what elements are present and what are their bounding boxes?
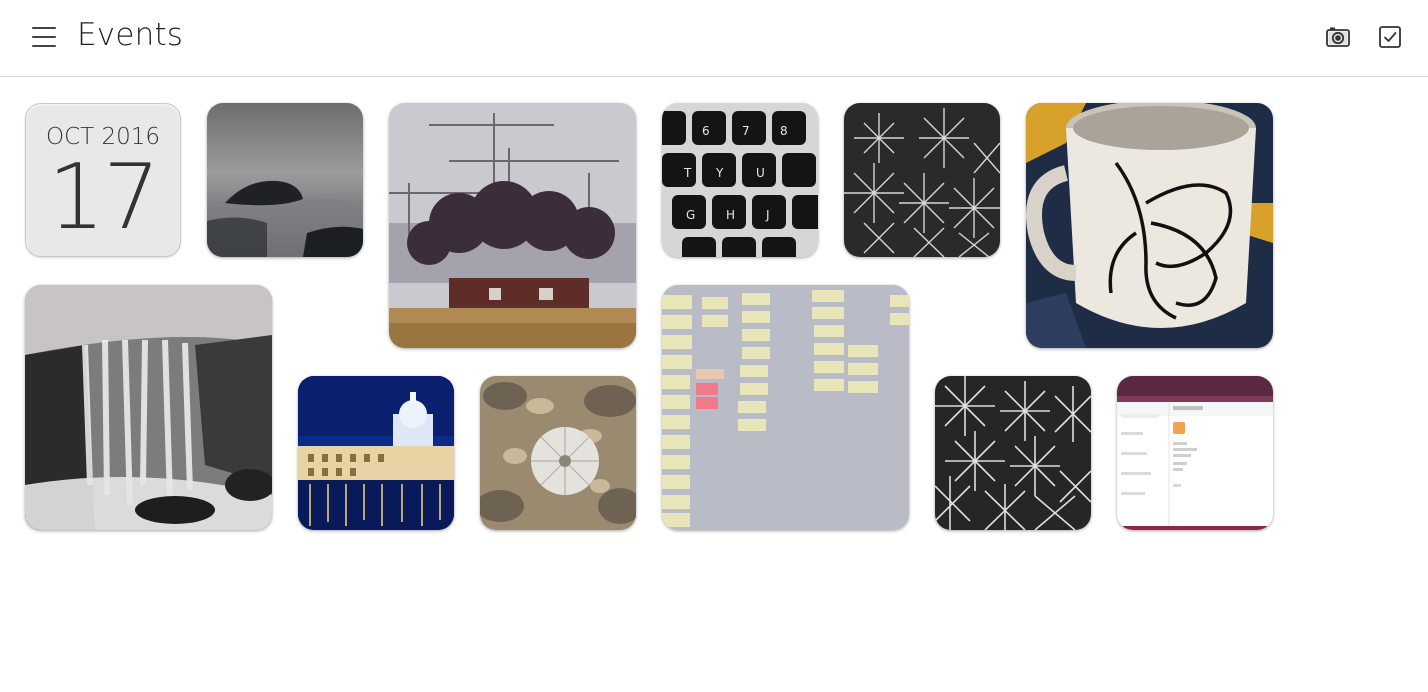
checkbox-icon[interactable] xyxy=(1377,24,1403,50)
svg-text:6: 6 xyxy=(702,124,710,138)
event-month-year: OCT 2016 xyxy=(45,124,161,150)
svg-text:J: J xyxy=(765,208,770,222)
camera-icon[interactable] xyxy=(1325,24,1351,50)
svg-text:H: H xyxy=(726,208,735,222)
photo-thumbnail-rock[interactable] xyxy=(207,103,363,257)
photo-thumbnail-shells[interactable] xyxy=(480,376,636,530)
event-date-tile[interactable]: OCT 2016 17 xyxy=(25,103,181,257)
svg-text:8: 8 xyxy=(780,124,788,138)
photo-thumbnail-spiky-plant[interactable] xyxy=(844,103,1000,257)
menu-line xyxy=(32,45,56,47)
svg-text:G: G xyxy=(686,208,695,222)
menu-line xyxy=(32,27,56,29)
event-day: 17 xyxy=(47,145,161,250)
svg-text:Y: Y xyxy=(715,166,724,180)
header-bar: Events xyxy=(0,0,1428,77)
photo-thumbnail-spiky-plant-2[interactable] xyxy=(935,376,1091,530)
svg-text:T: T xyxy=(683,166,692,180)
screenshot-thumbnail-app[interactable] xyxy=(1117,376,1273,530)
photo-thumbnail-mug[interactable] xyxy=(1026,103,1273,348)
photo-thumbnail-keyboard[interactable]: Y U T H J G 7 6 8 xyxy=(662,103,818,257)
page-title: Events xyxy=(77,17,184,53)
svg-text:U: U xyxy=(756,166,765,180)
hamburger-menu-icon[interactable] xyxy=(30,24,58,50)
photo-thumbnail-cranes[interactable] xyxy=(389,103,636,348)
menu-line xyxy=(32,36,56,38)
svg-text:7: 7 xyxy=(742,124,750,138)
photo-thumbnail-waterfall[interactable] xyxy=(25,285,272,530)
photo-thumbnail-city-night[interactable] xyxy=(298,376,454,530)
photo-thumbnail-sticky-notes[interactable] xyxy=(662,285,909,530)
